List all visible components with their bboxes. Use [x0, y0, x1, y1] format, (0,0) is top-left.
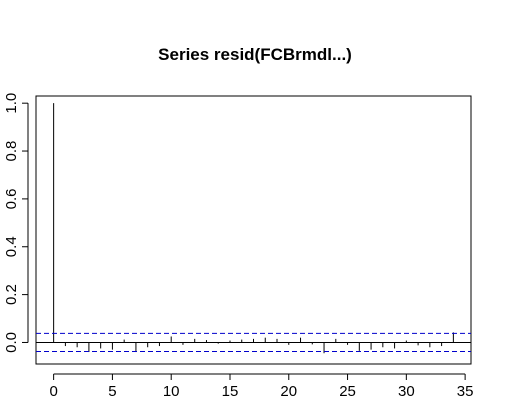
plot-frame — [35, 95, 472, 365]
x-tick-label: 20 — [280, 383, 297, 400]
chart-title: Series resid(FCBrmdl...) — [158, 45, 352, 64]
x-tick-label: 15 — [222, 383, 239, 400]
x-tick-label: 0 — [49, 383, 57, 400]
y-tick-label: 0.2 — [3, 284, 20, 305]
x-tick-label: 5 — [108, 383, 116, 400]
x-tick-label: 30 — [398, 383, 415, 400]
y-tick-label: 0.6 — [3, 188, 20, 209]
x-axis: 0 5 10 15 20 25 30 35 — [49, 373, 474, 400]
x-tick-label: 10 — [163, 383, 180, 400]
y-axis: 0.0 0.2 0.4 0.6 0.8 1.0 — [3, 93, 29, 353]
y-tick-label: 1.0 — [3, 93, 20, 114]
y-tick-label: 0.4 — [3, 236, 20, 257]
x-tick-label: 35 — [457, 383, 474, 400]
y-tick-label: 0.0 — [3, 332, 20, 353]
y-tick-label: 0.8 — [3, 141, 20, 162]
bars-layer — [36, 103, 471, 354]
x-tick-label: 25 — [339, 383, 356, 400]
confidence-bounds — [36, 332, 471, 353]
